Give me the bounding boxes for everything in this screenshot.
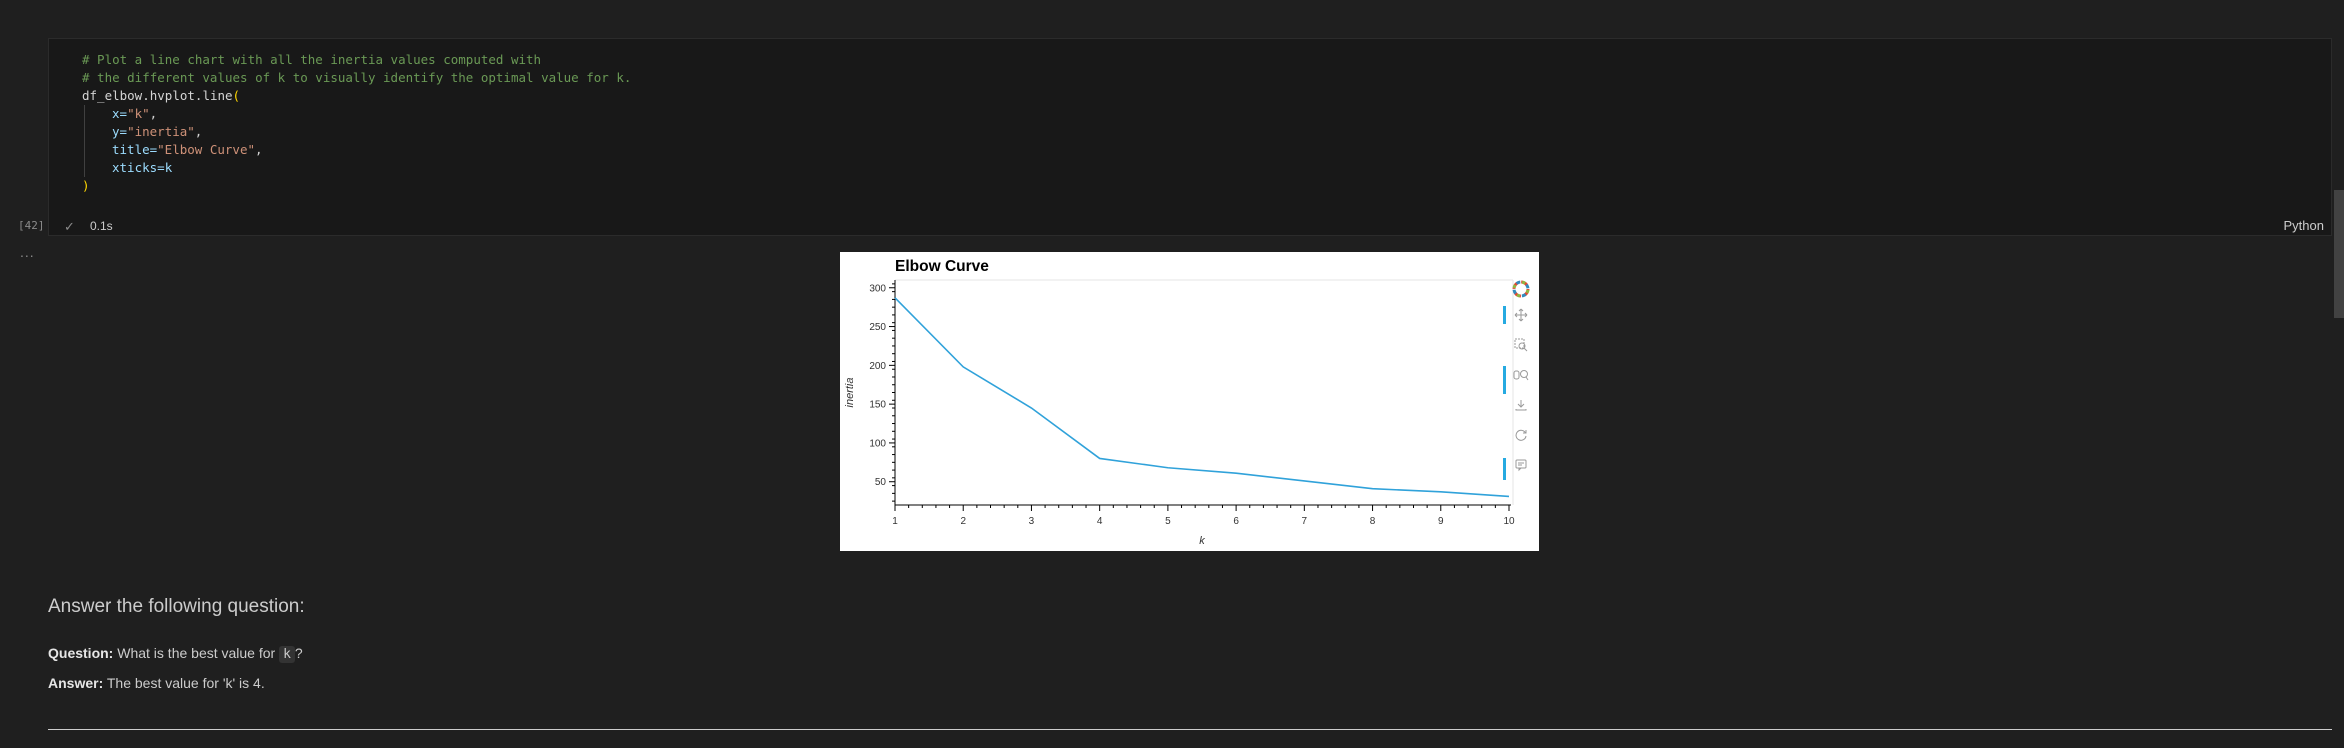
language-selector[interactable]: Python	[2283, 218, 2324, 233]
horizontal-rule	[48, 729, 2332, 730]
x-tick-label: 9	[1438, 516, 1444, 527]
code-comment: # Plot a line chart with all the inertia…	[82, 52, 542, 67]
answer-line: Answer: The best value for 'k' is 4.	[48, 675, 265, 691]
code-editor[interactable]: # Plot a line chart with all the inertia…	[82, 51, 631, 195]
code-comma: ,	[149, 106, 158, 121]
indent-guide	[84, 141, 112, 159]
x-tick-label: 8	[1370, 516, 1376, 527]
chart-title: Elbow Curve	[895, 258, 989, 275]
x-axis-label: k	[1199, 535, 1205, 547]
code-arg-value: "inertia"	[127, 124, 195, 139]
question-inline-code: k	[279, 646, 295, 663]
x-tick-label: 5	[1165, 516, 1171, 527]
box-zoom-icon[interactable]	[1508, 334, 1534, 356]
hover-icon[interactable]	[1508, 454, 1534, 476]
code-line: xticks=k	[82, 159, 631, 177]
code-line: title="Elbow Curve",	[82, 141, 631, 159]
answer-text: The best value for 'k' is 4.	[106, 675, 265, 691]
wheel-zoom-icon[interactable]	[1508, 364, 1534, 386]
question-line: Question: What is the best value for k?	[48, 645, 303, 663]
code-cell[interactable]: # Plot a line chart with all the inertia…	[48, 38, 2332, 236]
code-token: .hvplot.	[142, 88, 203, 103]
plot-output: 1 2 3 4 5 6 7 8 9 10 50 100 150 200 250 300 k inertia Elb…	[840, 252, 1539, 551]
y-tick-label: 100	[869, 438, 886, 449]
question-label: Question:	[48, 645, 114, 661]
code-token: line	[202, 88, 233, 103]
x-tick-label: 10	[1503, 516, 1515, 527]
x-tick-label: 6	[1233, 516, 1239, 527]
y-tick-label: 150	[869, 400, 886, 411]
code-comment: # the different values of k to visually …	[82, 70, 632, 85]
x-tick-label: 4	[1097, 516, 1103, 527]
reset-icon[interactable]	[1508, 424, 1534, 446]
x-tick-label: 7	[1302, 516, 1308, 527]
y-axis-label: inertia	[844, 378, 856, 408]
indent-guide	[84, 105, 112, 123]
pan-active-indicator	[1503, 306, 1506, 324]
hover-active-indicator	[1503, 458, 1506, 480]
code-line: )	[82, 177, 631, 195]
y-tick-label: 250	[869, 322, 886, 333]
code-line: df_elbow.hvplot.line(	[82, 87, 631, 105]
code-line: x="k",	[82, 105, 631, 123]
markdown-heading: Answer the following question:	[48, 596, 305, 617]
code-keyword-arg: title=	[112, 142, 158, 157]
code-keyword-arg: x=	[112, 106, 128, 121]
code-comma: ,	[194, 124, 203, 139]
code-comma: ,	[255, 142, 263, 157]
output-more-actions[interactable]: ...	[20, 244, 35, 260]
answer-label: Answer:	[48, 675, 104, 691]
code-close-paren: )	[82, 178, 90, 193]
code-keyword-arg: y=	[112, 124, 128, 139]
indent-guide	[84, 123, 112, 141]
execution-count: [42]	[18, 219, 45, 232]
question-text: What is the best value for	[117, 645, 276, 661]
elbow-chart: 1 2 3 4 5 6 7 8 9 10 50 100 150 200 250 300 k inertia	[844, 279, 1515, 547]
bokeh-logo-icon[interactable]	[1508, 278, 1534, 300]
code-arg-value: "k"	[127, 106, 150, 121]
code-token: (	[232, 88, 241, 103]
vertical-scrollbar[interactable]	[2334, 190, 2344, 318]
pan-icon[interactable]	[1508, 304, 1534, 326]
code-line: y="inertia",	[82, 123, 631, 141]
inertia-line	[894, 297, 1510, 498]
save-icon[interactable]	[1508, 394, 1534, 416]
question-mark: ?	[294, 645, 303, 661]
code-arg-value: k	[164, 160, 173, 175]
indent-guide	[84, 159, 112, 177]
zoom-active-indicator	[1503, 366, 1506, 394]
y-tick-label: 300	[869, 283, 886, 294]
x-tick-label: 3	[1029, 516, 1035, 527]
y-tick-label: 200	[869, 361, 886, 372]
code-line: # the different values of k to visually …	[82, 69, 631, 87]
x-tick-label: 2	[960, 516, 966, 527]
success-check-icon: ✓	[64, 219, 75, 234]
code-token: df_elbow	[82, 88, 143, 103]
x-tick-label: 1	[892, 516, 898, 527]
execution-duration: 0.1s	[90, 219, 113, 233]
code-arg-value: "Elbow Curve"	[157, 142, 255, 157]
code-line: # Plot a line chart with all the inertia…	[82, 51, 631, 69]
code-keyword-arg: xticks=	[112, 160, 165, 175]
y-tick-label: 50	[875, 477, 887, 488]
